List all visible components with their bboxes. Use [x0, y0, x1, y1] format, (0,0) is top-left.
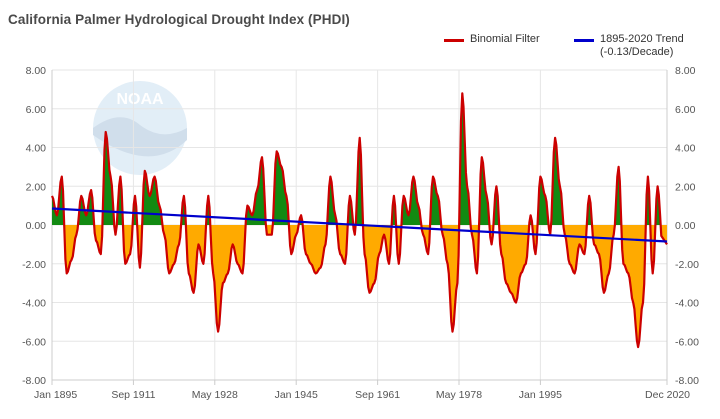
chart-title: California Palmer Hydrological Drought I… [8, 12, 350, 27]
y-tick-label-right: 6.00 [675, 104, 696, 116]
y-axis-right: 8.00 6.00 4.00 2.00 0.00 -2.00 -4.00 -6.00 -8.00 [675, 65, 699, 387]
x-tick-label: Jan 1995 [519, 389, 562, 401]
legend-item-binomial-filter[interactable]: Binomial Filter [444, 33, 540, 46]
legend-label-binomial-filter: Binomial Filter [470, 33, 540, 45]
y-tick-label-right: 2.00 [675, 181, 696, 193]
legend-swatch-binomial-filter [444, 39, 464, 42]
y-tick-label-left: 2.00 [26, 181, 47, 193]
y-tick-label-right: 4.00 [675, 143, 696, 155]
x-tick-label: Sep 1961 [355, 389, 400, 401]
x-tick-label: May 1928 [192, 389, 238, 401]
x-tick-label: Jan 1895 [34, 389, 77, 401]
y-tick-label-right: -6.00 [675, 336, 699, 348]
legend-swatch-trend [574, 39, 594, 42]
y-tick-label-left: 8.00 [26, 65, 47, 77]
y-axis-left: 8.00 6.00 4.00 2.00 0.00 -2.00 -4.00 -6.00 -8.00 [22, 65, 46, 387]
series-lines [50, 92, 668, 349]
noaa-logo-text: NOAA [116, 91, 164, 108]
legend-label-trend: 1895-2020 Trend (-0.13/Decade) [600, 33, 684, 58]
y-tick-label-left: 0.00 [26, 220, 47, 232]
negative-fill-area [52, 225, 667, 348]
y-tick-label-right: -8.00 [675, 375, 699, 387]
positive-fill-area [52, 93, 667, 225]
y-tick-label-left: -2.00 [22, 259, 46, 271]
y-tick-label-left: -6.00 [22, 336, 46, 348]
x-axis: Jan 1895 Sep 1911 May 1928 Jan 1945 Sep 1961… [34, 380, 690, 401]
x-tick-label: Sep 1911 [111, 389, 155, 401]
y-tick-label-left: -4.00 [22, 298, 46, 310]
legend-item-trend[interactable]: 1895-2020 Trend (-0.13/Decade) [574, 33, 684, 59]
y-tick-label-right: -4.00 [675, 298, 699, 310]
y-tick-label-right: 0.00 [675, 220, 696, 232]
y-tick-label-left: 6.00 [26, 104, 47, 116]
y-tick-label-left: -8.00 [22, 375, 46, 387]
y-tick-label-left: 4.00 [26, 143, 47, 155]
y-tick-label-right: 8.00 [675, 65, 696, 77]
trend-line [51, 207, 668, 243]
x-tick-label: May 1978 [436, 389, 482, 401]
filled-areas [52, 93, 667, 348]
x-tick-label: Dec 2020 [645, 389, 690, 401]
binomial-filter-line [50, 92, 668, 349]
y-tick-label-right: -2.00 [675, 259, 699, 271]
noaa-logo-watermark: NOAA [93, 81, 187, 175]
x-tick-label: Jan 1945 [275, 389, 318, 401]
